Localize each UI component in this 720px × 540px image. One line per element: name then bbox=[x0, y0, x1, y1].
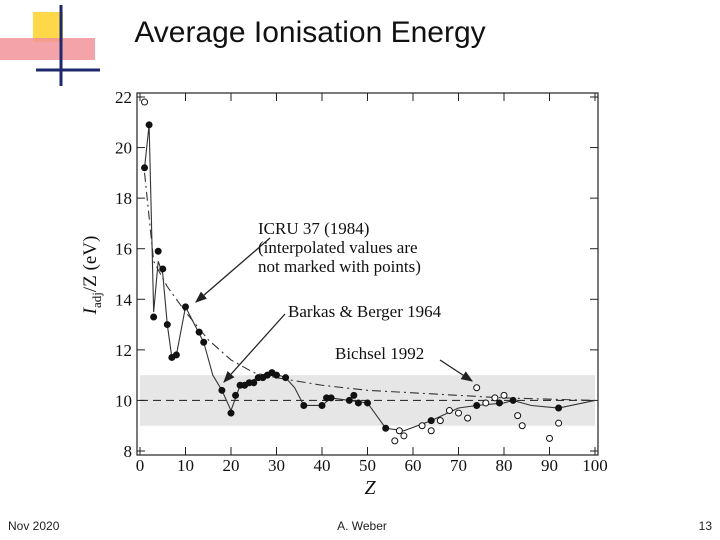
y-label-main: I bbox=[80, 306, 101, 315]
data-point bbox=[436, 417, 444, 425]
data-point bbox=[154, 247, 162, 255]
annotation: not marked with points) bbox=[258, 257, 421, 276]
y-label-sub: adj bbox=[89, 292, 104, 308]
footer-page: 13 bbox=[699, 519, 713, 533]
data-point bbox=[418, 422, 426, 430]
x-tick-label: 10 bbox=[177, 456, 194, 475]
series-line bbox=[144, 172, 596, 401]
data-point bbox=[182, 303, 189, 311]
deco-bar bbox=[0, 38, 95, 60]
data-point bbox=[391, 437, 399, 445]
footer-author: A. Weber bbox=[337, 519, 387, 533]
data-point bbox=[200, 338, 208, 346]
data-point bbox=[500, 391, 508, 399]
y-tick-label: 14 bbox=[115, 290, 133, 309]
x-tick-label: 60 bbox=[405, 456, 422, 475]
data-point bbox=[546, 434, 553, 442]
data-point bbox=[250, 379, 258, 387]
x-tick-label: 70 bbox=[450, 456, 467, 475]
y-tick-label: 12 bbox=[115, 341, 132, 360]
data-point bbox=[195, 328, 203, 336]
data-point bbox=[427, 427, 435, 435]
data-point bbox=[509, 396, 517, 404]
data-point bbox=[555, 404, 563, 412]
deco-square bbox=[33, 12, 63, 42]
data-point bbox=[382, 424, 390, 432]
data-point bbox=[273, 371, 280, 379]
data-point bbox=[518, 422, 526, 430]
data-point bbox=[159, 265, 167, 273]
data-point bbox=[172, 351, 180, 359]
annotation: (interpolated values are bbox=[258, 238, 418, 257]
data-point bbox=[282, 374, 290, 382]
y-axis-label: Iadj/Z (eV) bbox=[80, 236, 104, 316]
y-tick-label: 16 bbox=[115, 240, 132, 259]
annotation: Bichsel 1992 bbox=[335, 344, 424, 363]
x-tick-label: 80 bbox=[496, 456, 513, 475]
x-tick-label: 50 bbox=[359, 456, 376, 475]
x-tick-label: 90 bbox=[541, 456, 558, 475]
x-tick-label: 30 bbox=[268, 456, 285, 475]
data-point bbox=[232, 391, 240, 399]
data-point bbox=[145, 121, 153, 129]
arrows bbox=[195, 237, 473, 383]
data-point bbox=[227, 409, 235, 417]
y-tick-label: 8 bbox=[124, 442, 133, 461]
data-point bbox=[473, 384, 481, 392]
x-tick-label: 100 bbox=[582, 456, 608, 475]
footer-date: Nov 2020 bbox=[8, 519, 60, 533]
data-point bbox=[395, 427, 403, 435]
data-point bbox=[364, 399, 371, 407]
data-point bbox=[350, 391, 358, 399]
data-point bbox=[150, 313, 158, 321]
data-point bbox=[318, 401, 326, 409]
x-tick-label: 0 bbox=[136, 456, 145, 475]
y-tick-label: 18 bbox=[115, 189, 132, 208]
data-point bbox=[141, 98, 149, 106]
data-point bbox=[354, 399, 362, 407]
plot: 0 10 20 30 40 50 60 70 80 90 100 8 10 12 14 16 18 20 22 bbox=[115, 88, 608, 475]
data-point bbox=[491, 394, 499, 402]
slide-title: Average Ionisation Energy bbox=[134, 16, 485, 49]
data-point bbox=[455, 409, 462, 417]
arrow bbox=[223, 313, 286, 383]
arrow bbox=[195, 237, 271, 303]
x-axis-label: Z bbox=[364, 477, 376, 499]
data-point bbox=[345, 396, 353, 404]
data-point bbox=[555, 419, 563, 427]
data-point bbox=[482, 399, 490, 407]
data-point bbox=[514, 412, 522, 420]
y-tick-label: 22 bbox=[115, 88, 132, 107]
data-point bbox=[427, 417, 435, 425]
y-tick-label: 10 bbox=[115, 391, 132, 410]
data-point bbox=[327, 394, 335, 402]
annotations: ICRU 37 (1984) (interpolated values are … bbox=[258, 219, 442, 363]
data-point bbox=[495, 399, 503, 407]
x-tick-label: 40 bbox=[314, 456, 331, 475]
annotation: ICRU 37 (1984) bbox=[258, 219, 369, 238]
x-tick-label: 20 bbox=[223, 456, 240, 475]
y-label-rest: /Z (eV) bbox=[80, 236, 101, 292]
data-point bbox=[445, 407, 453, 415]
data-point bbox=[141, 164, 149, 172]
y-tick-label: 20 bbox=[115, 139, 132, 158]
data-point bbox=[400, 432, 408, 440]
data-point bbox=[464, 414, 472, 422]
annotation: Barkas & Berger 1964 bbox=[288, 302, 442, 321]
data-point bbox=[218, 386, 226, 394]
data-point bbox=[300, 401, 308, 409]
arrow bbox=[439, 359, 473, 382]
data-point bbox=[163, 321, 171, 329]
data-point bbox=[473, 401, 481, 409]
